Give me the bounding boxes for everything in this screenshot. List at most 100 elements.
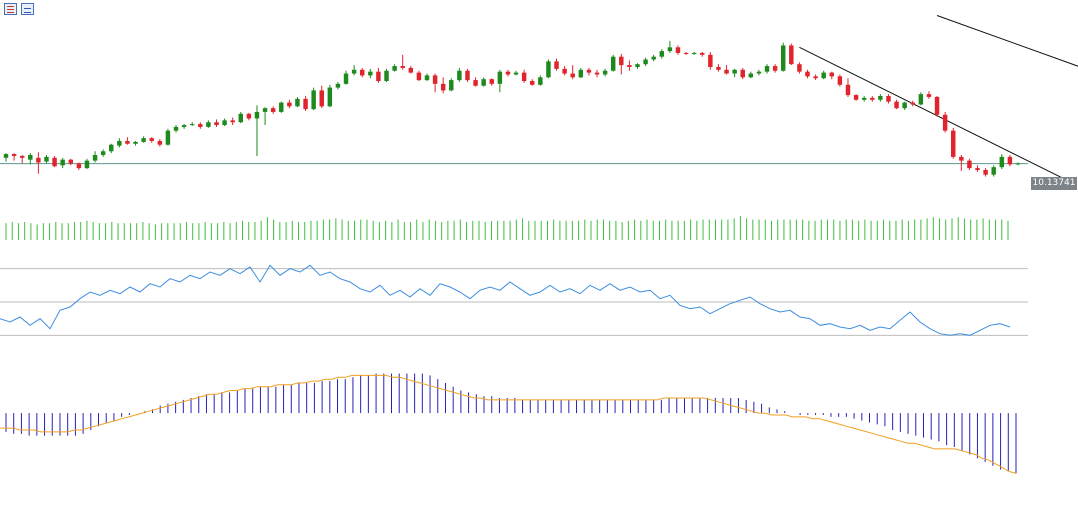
candle-body bbox=[967, 160, 972, 169]
candle-body bbox=[303, 98, 308, 110]
candle-body bbox=[100, 151, 106, 156]
candle-body bbox=[789, 45, 794, 65]
candle-body bbox=[627, 65, 632, 67]
candle-body bbox=[359, 69, 365, 76]
candle-body bbox=[821, 72, 826, 79]
candle-body bbox=[861, 97, 867, 100]
candle-body bbox=[675, 47, 681, 53]
candle-body bbox=[214, 122, 219, 126]
candle-body bbox=[813, 76, 818, 79]
candle-body bbox=[44, 156, 49, 162]
candle-body bbox=[92, 155, 98, 161]
candle-body bbox=[392, 66, 397, 71]
candle-body bbox=[376, 71, 381, 82]
chart-view-icon[interactable] bbox=[21, 3, 34, 15]
candle-body bbox=[999, 156, 1005, 168]
candle-body bbox=[222, 120, 227, 126]
candle-body bbox=[853, 95, 859, 100]
candle-body bbox=[546, 61, 551, 78]
candle-body bbox=[926, 94, 932, 97]
candle-body bbox=[3, 154, 9, 158]
candle-body bbox=[408, 67, 414, 73]
candle-body bbox=[173, 126, 179, 131]
candle-body bbox=[52, 157, 57, 167]
candle-body bbox=[732, 69, 737, 74]
candle-body bbox=[983, 169, 988, 175]
candle-body bbox=[659, 51, 665, 57]
candle-body bbox=[975, 168, 980, 170]
candle-body bbox=[497, 71, 503, 84]
rsi-line bbox=[0, 264, 1011, 336]
candle-body bbox=[279, 102, 284, 112]
candle-body bbox=[343, 73, 349, 84]
candle-body bbox=[28, 155, 33, 160]
candle-body bbox=[295, 98, 300, 107]
candle-body bbox=[36, 157, 41, 163]
candle-body bbox=[109, 144, 114, 152]
candle-body bbox=[991, 167, 996, 175]
candle-body bbox=[489, 79, 494, 84]
candle-body bbox=[716, 66, 721, 70]
candle-body bbox=[505, 71, 511, 75]
candle-body bbox=[125, 140, 130, 144]
candle-body bbox=[602, 70, 608, 75]
candle-body bbox=[691, 52, 697, 54]
candle-body bbox=[440, 83, 446, 91]
candle-body bbox=[894, 101, 899, 109]
candle-body bbox=[335, 83, 341, 88]
candle-body bbox=[594, 72, 600, 75]
candle-body bbox=[327, 87, 333, 107]
candle-body bbox=[181, 125, 187, 127]
candle-body bbox=[683, 52, 689, 54]
candle-body bbox=[449, 80, 454, 91]
candle-body bbox=[643, 59, 648, 65]
candle-body bbox=[230, 120, 235, 123]
candle-body bbox=[481, 79, 486, 86]
candle-body bbox=[797, 64, 802, 72]
candle-body bbox=[384, 70, 389, 82]
candle-body bbox=[473, 80, 478, 86]
candle-body bbox=[724, 69, 729, 74]
candle-body bbox=[60, 159, 65, 166]
candle-body bbox=[740, 69, 745, 78]
candle-body bbox=[619, 56, 624, 66]
candle-body bbox=[805, 71, 810, 77]
candle-body bbox=[951, 130, 956, 157]
candle-body bbox=[530, 81, 535, 85]
candle-body bbox=[254, 111, 260, 119]
candle-body bbox=[149, 138, 154, 141]
candle-body bbox=[189, 124, 195, 126]
candle-body bbox=[133, 141, 138, 144]
candle-body bbox=[68, 159, 73, 164]
candle-body bbox=[902, 102, 907, 109]
list-view-icon[interactable] bbox=[4, 3, 17, 15]
candle-body bbox=[635, 64, 640, 67]
candle-body bbox=[400, 66, 405, 68]
candle-body bbox=[262, 108, 268, 112]
current-price-label: 10.13741 bbox=[1031, 177, 1077, 190]
candle-body bbox=[918, 94, 924, 105]
candle-body bbox=[1007, 156, 1013, 165]
candle-body bbox=[878, 96, 883, 100]
candle-body bbox=[748, 73, 754, 78]
candle-body bbox=[521, 72, 527, 82]
candle-body bbox=[238, 113, 244, 123]
candle-body bbox=[829, 72, 835, 77]
candle-body bbox=[845, 84, 851, 96]
candle-body bbox=[934, 96, 940, 115]
candle-body bbox=[416, 72, 422, 81]
candle-body bbox=[562, 68, 567, 74]
candle-body bbox=[578, 69, 584, 78]
candle-body bbox=[708, 54, 713, 67]
candle-body bbox=[513, 72, 519, 75]
candle-body bbox=[959, 156, 964, 161]
candle-body bbox=[651, 56, 656, 60]
candle-body bbox=[117, 140, 122, 146]
chart-toolbar bbox=[4, 3, 34, 15]
candle-body bbox=[368, 71, 373, 76]
candle-body bbox=[870, 97, 875, 100]
macd-signal-line bbox=[0, 374, 1017, 474]
candle-body bbox=[84, 160, 90, 169]
